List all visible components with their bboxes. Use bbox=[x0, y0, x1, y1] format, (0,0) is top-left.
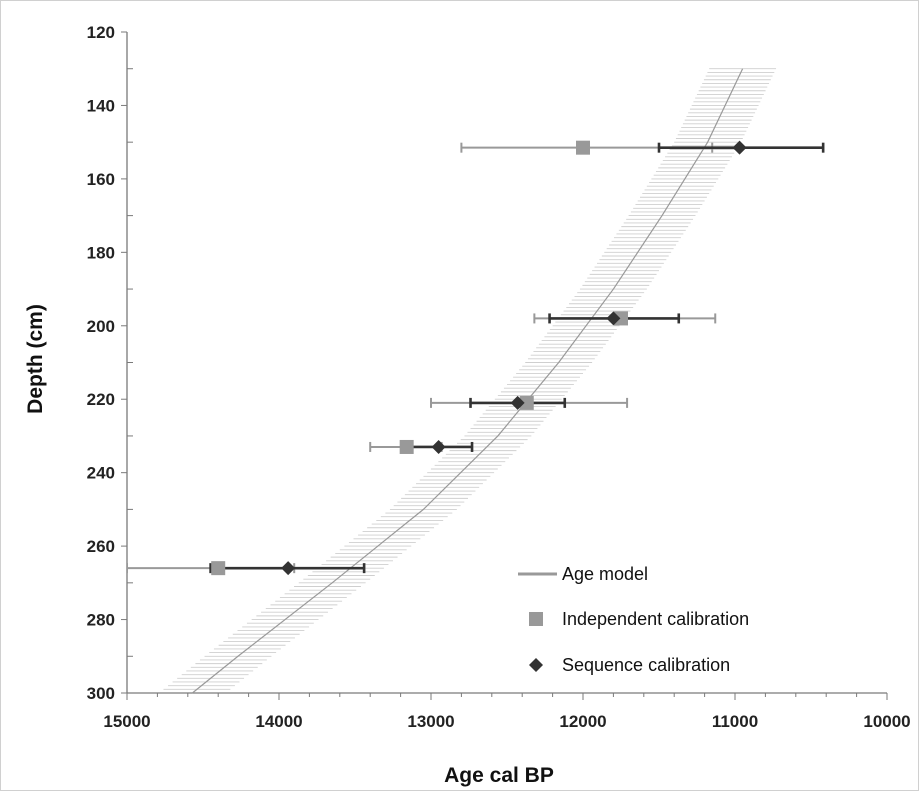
sequence-calibration-point bbox=[281, 561, 296, 576]
y-tick-label: 260 bbox=[87, 537, 115, 556]
y-tick-label: 280 bbox=[87, 611, 115, 630]
sequence-calibration-point bbox=[431, 439, 446, 454]
age-model-uncertainty-band bbox=[158, 68, 777, 693]
y-axis-ticks: 120 140 160 180 200 220 240 260 280 300 bbox=[87, 23, 133, 703]
sequence-calibration-point bbox=[732, 140, 747, 155]
sequence-calibration-point bbox=[606, 311, 621, 326]
legend-independent-calibration-swatch bbox=[529, 612, 543, 626]
age-model-line bbox=[191, 68, 744, 694]
y-tick-label: 120 bbox=[87, 23, 115, 42]
x-tick-label: 15000 bbox=[103, 712, 150, 731]
x-tick-label: 11000 bbox=[712, 712, 758, 731]
legend-sequence-calibration-label: Sequence calibration bbox=[562, 655, 730, 675]
x-tick-label: 10000 bbox=[863, 712, 910, 731]
error-bars bbox=[127, 142, 825, 574]
axes bbox=[126, 32, 887, 694]
x-tick-label: 12000 bbox=[559, 712, 606, 731]
age-model-layer bbox=[191, 68, 744, 694]
y-tick-label: 160 bbox=[87, 170, 115, 189]
data-points bbox=[211, 140, 747, 576]
legend-sequence-calibration-swatch bbox=[529, 658, 543, 672]
independent-calibration-point bbox=[211, 561, 226, 576]
y-axis-title: Depth (cm) bbox=[24, 304, 47, 414]
y-tick-label: 180 bbox=[87, 243, 115, 262]
y-tick-label: 240 bbox=[87, 464, 115, 483]
independent-calibration-point bbox=[614, 311, 628, 326]
y-tick-label: 140 bbox=[87, 96, 115, 115]
independent-calibration-point bbox=[519, 395, 534, 410]
y-tick-label: 200 bbox=[87, 317, 115, 336]
legend-independent-calibration-label: Independent calibration bbox=[562, 609, 749, 629]
legend: Age model Independent calibration Sequen… bbox=[518, 564, 749, 675]
x-axis-title: Age cal BP bbox=[444, 764, 554, 787]
sequence-calibration-point bbox=[510, 395, 525, 410]
independent-calibration-point bbox=[399, 439, 414, 454]
x-axis-ticks: 15000 14000 13000 12000 11000 10000 bbox=[103, 693, 911, 731]
independent-calibration-point bbox=[576, 140, 590, 155]
y-tick-label: 300 bbox=[87, 684, 115, 703]
x-tick-label: 14000 bbox=[255, 712, 302, 731]
x-tick-label: 13000 bbox=[407, 712, 454, 731]
y-tick-label: 220 bbox=[87, 390, 115, 409]
legend-age-model-label: Age model bbox=[562, 564, 648, 584]
